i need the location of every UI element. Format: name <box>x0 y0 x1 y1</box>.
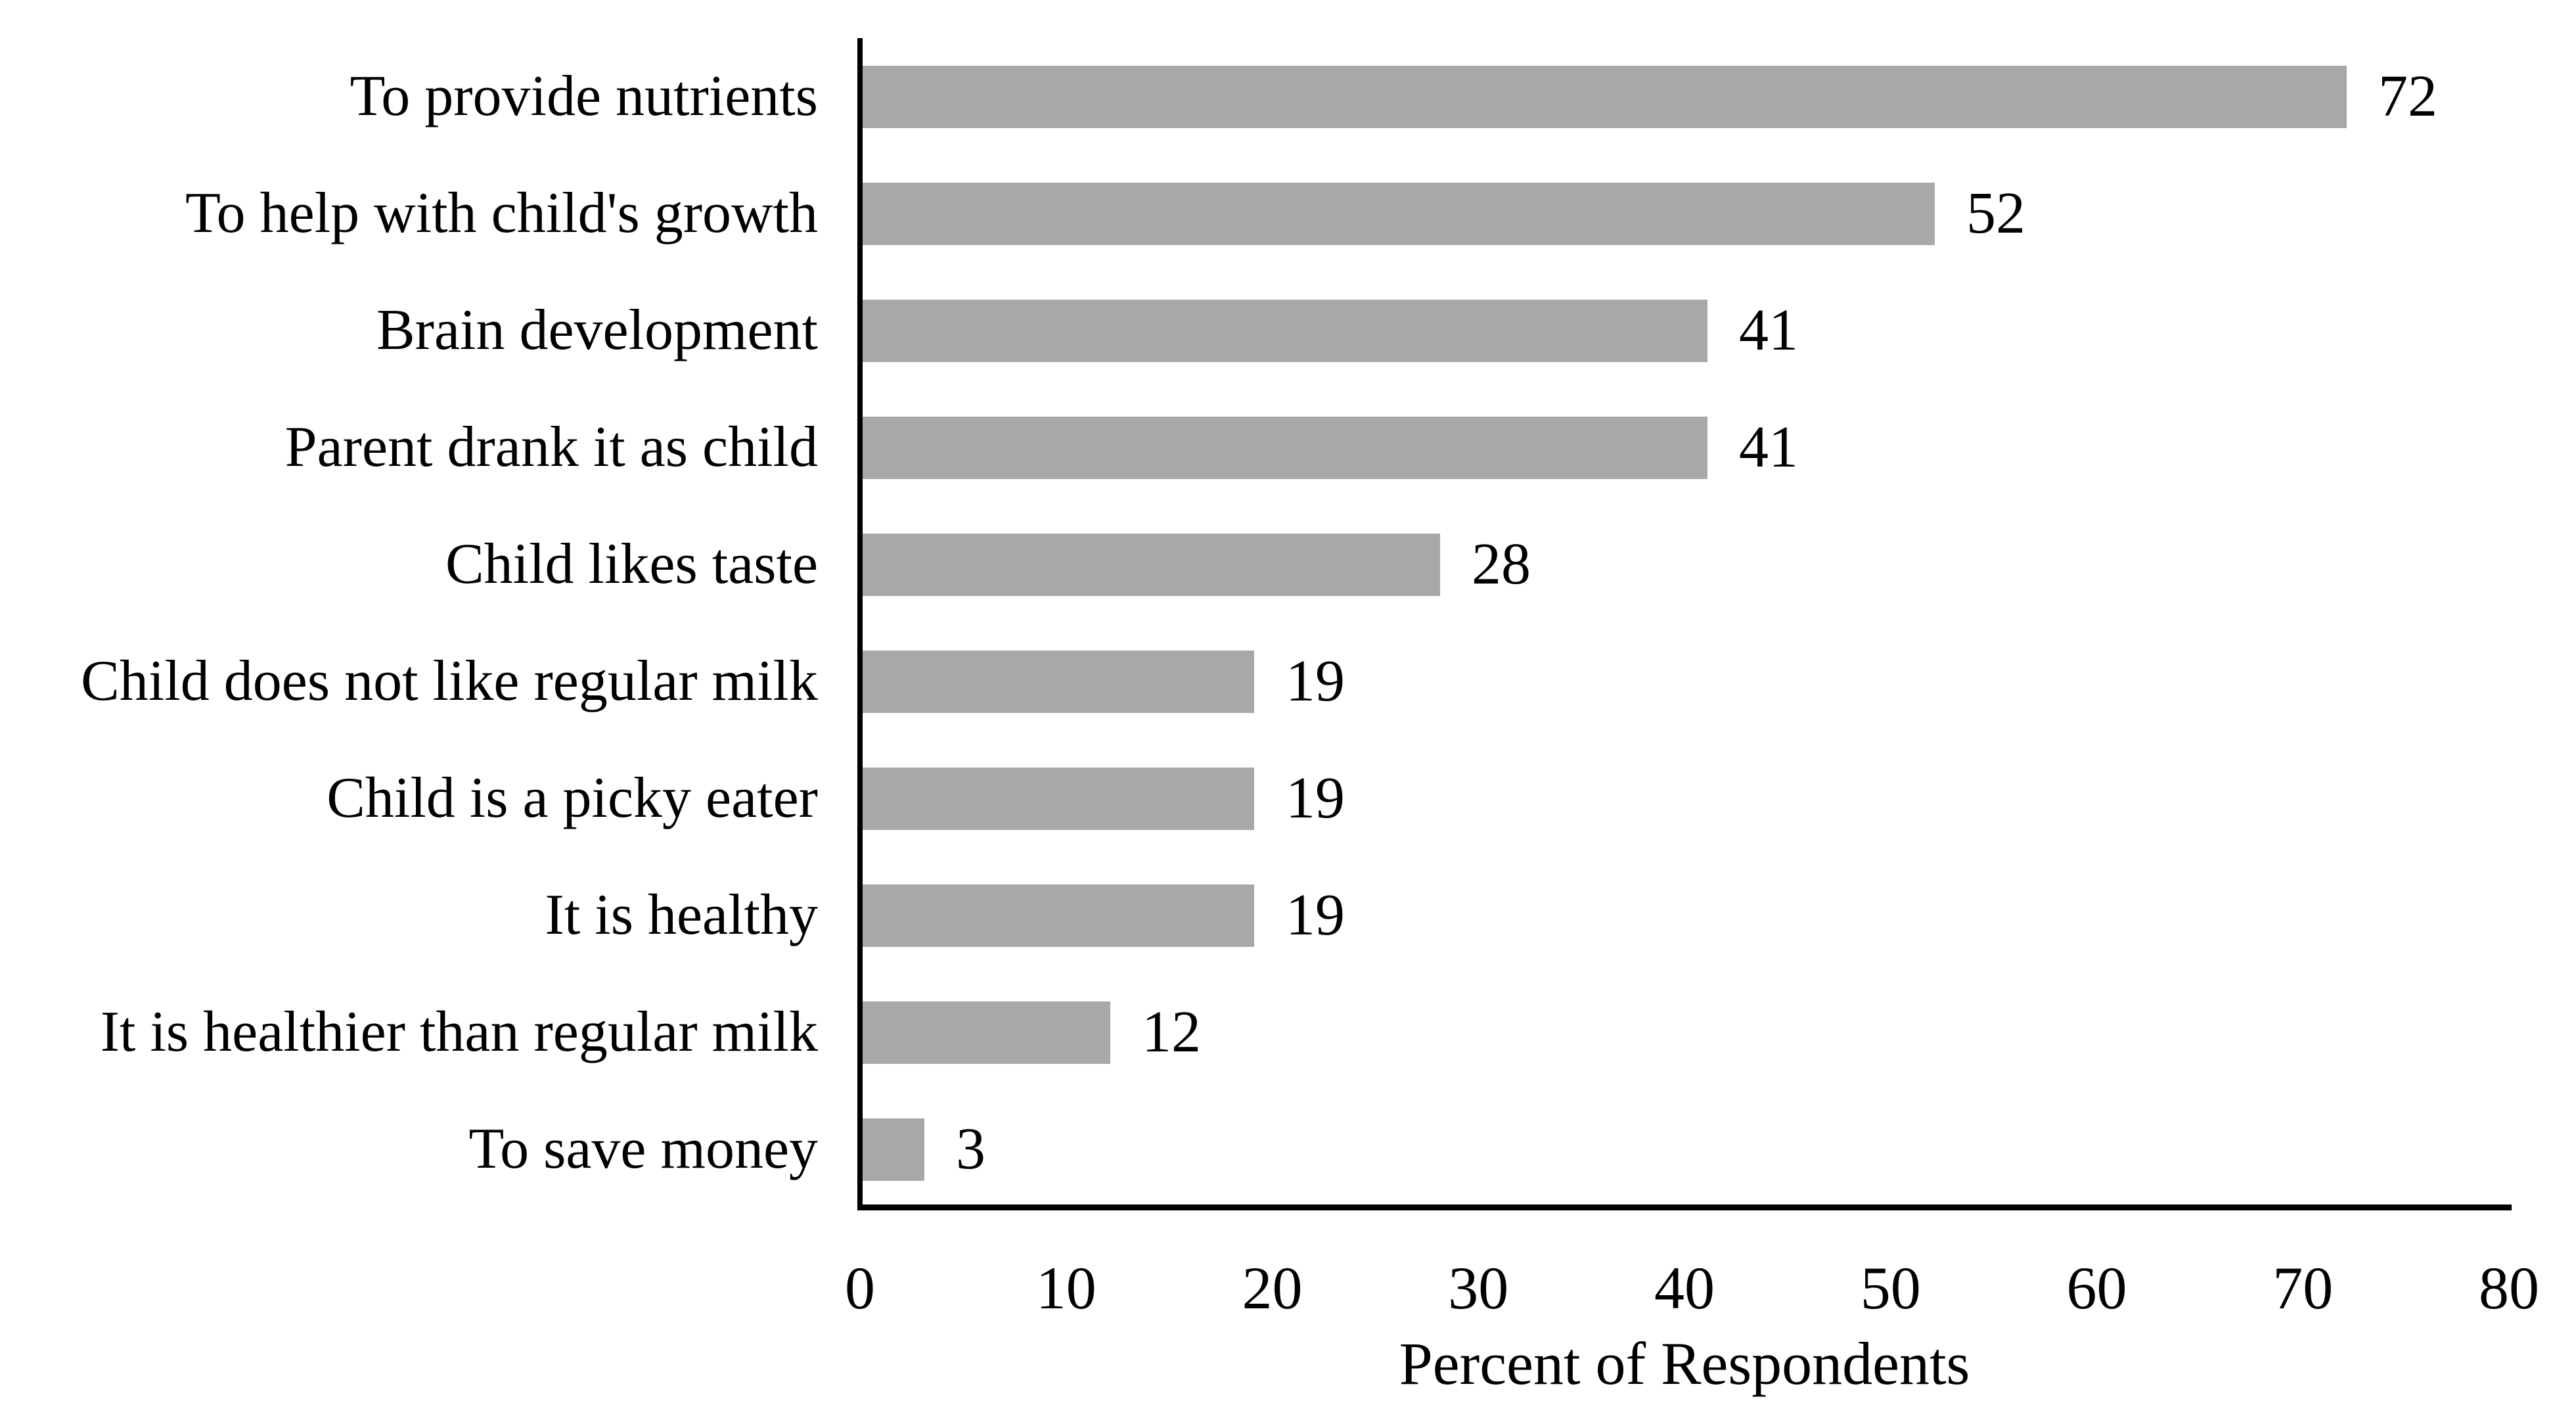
bar <box>863 416 1707 479</box>
category-label: Child does not like regular milk <box>81 649 818 713</box>
bar <box>863 1118 924 1181</box>
category-label: Child likes taste <box>445 532 818 596</box>
value-label: 72 <box>2378 64 2437 129</box>
x-tick-label: 10 <box>1035 1254 1096 1321</box>
category-label: It is healthy <box>545 883 818 947</box>
x-tick-label: 50 <box>1860 1254 1921 1321</box>
value-label: 3 <box>956 1116 985 1181</box>
category-label: To provide nutrients <box>350 64 818 128</box>
x-tick-label: 80 <box>2479 1254 2539 1321</box>
bar <box>863 1001 1110 1064</box>
bar <box>863 650 1254 713</box>
value-label: 19 <box>1286 883 1345 948</box>
bar <box>863 182 1935 245</box>
bar <box>863 65 2347 128</box>
x-tick-label: 20 <box>1242 1254 1303 1321</box>
value-label: 41 <box>1739 415 1798 480</box>
x-tick-label: 40 <box>1654 1254 1715 1321</box>
value-label: 19 <box>1286 766 1345 831</box>
x-tick-label: 30 <box>1448 1254 1509 1321</box>
bar <box>863 884 1254 947</box>
bar <box>863 533 1440 596</box>
bar <box>863 299 1707 362</box>
value-label: 28 <box>1472 532 1531 597</box>
category-label: Parent drank it as child <box>284 415 818 479</box>
x-tick-label: 0 <box>845 1254 875 1321</box>
value-label: 52 <box>1966 181 2025 246</box>
category-label: Brain development <box>376 298 818 362</box>
x-axis-title: Percent of Respondents <box>1399 1330 1970 1397</box>
value-label: 12 <box>1142 999 1201 1065</box>
category-label: To help with child's growth <box>185 181 818 245</box>
category-label: It is healthier than regular milk <box>100 1000 818 1064</box>
category-label: To save money <box>468 1117 818 1181</box>
y-axis-line <box>857 38 863 1210</box>
x-tick-label: 60 <box>2066 1254 2127 1321</box>
category-label: Child is a picky eater <box>327 766 818 830</box>
value-label: 41 <box>1739 298 1798 363</box>
x-axis-line <box>857 1204 2512 1210</box>
x-tick-label: 70 <box>2272 1254 2334 1321</box>
value-label: 19 <box>1286 649 1345 714</box>
bar <box>863 767 1254 830</box>
